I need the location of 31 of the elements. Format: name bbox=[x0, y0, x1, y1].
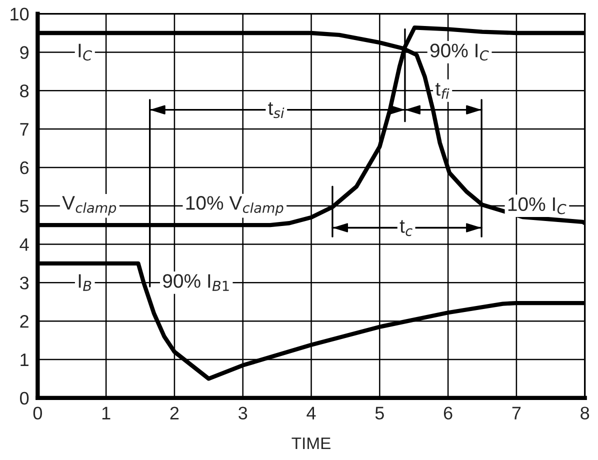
x-tick-label: 0 bbox=[33, 406, 42, 420]
y-tick-label: 5 bbox=[20, 200, 29, 213]
x-tick-label: 1 bbox=[102, 406, 110, 420]
annotation: 10% I$_{C}$ bbox=[508, 197, 566, 214]
annotation: I$_{B}$ bbox=[78, 274, 92, 291]
y-tick-label: 0 bbox=[20, 392, 29, 405]
x-tick-label: 8 bbox=[580, 406, 590, 420]
annotation: V$_{clamp}$ bbox=[62, 196, 116, 216]
x-axis-title: TIME bbox=[292, 438, 330, 450]
x-tick-label: 2 bbox=[170, 406, 179, 420]
y-tick-label: 8 bbox=[20, 84, 29, 98]
x-tick-label: 5 bbox=[375, 406, 384, 420]
annotation: 10% V$_{clamp}$ bbox=[186, 196, 284, 216]
annotation: t$_{si}$ bbox=[268, 102, 284, 118]
y-tick-label: 3 bbox=[20, 276, 29, 290]
annotation: t$_{c}$ bbox=[400, 220, 412, 236]
y-tick-label: 1 bbox=[20, 354, 28, 366]
annotation: I$_{C}$ bbox=[78, 44, 92, 61]
x-tick-label: 6 bbox=[444, 406, 452, 420]
y-tick-label: 10 bbox=[10, 8, 29, 21]
annotation: t$_{fi}$ bbox=[435, 83, 450, 99]
y-tick-label: 9 bbox=[20, 46, 28, 59]
x-tick-label: 7 bbox=[512, 406, 521, 420]
annotation: 90% I$_{C}$ bbox=[430, 44, 489, 61]
y-tick-label: 2 bbox=[20, 315, 28, 328]
y-tick-label: 4 bbox=[20, 238, 29, 251]
annotation: 90% I$_{B1}$ bbox=[163, 274, 229, 291]
y-tick-label: 7 bbox=[20, 123, 28, 136]
y-tick-label: 6 bbox=[20, 161, 29, 174]
x-tick-label: 3 bbox=[238, 406, 248, 420]
x-tick-label: 4 bbox=[306, 406, 316, 420]
